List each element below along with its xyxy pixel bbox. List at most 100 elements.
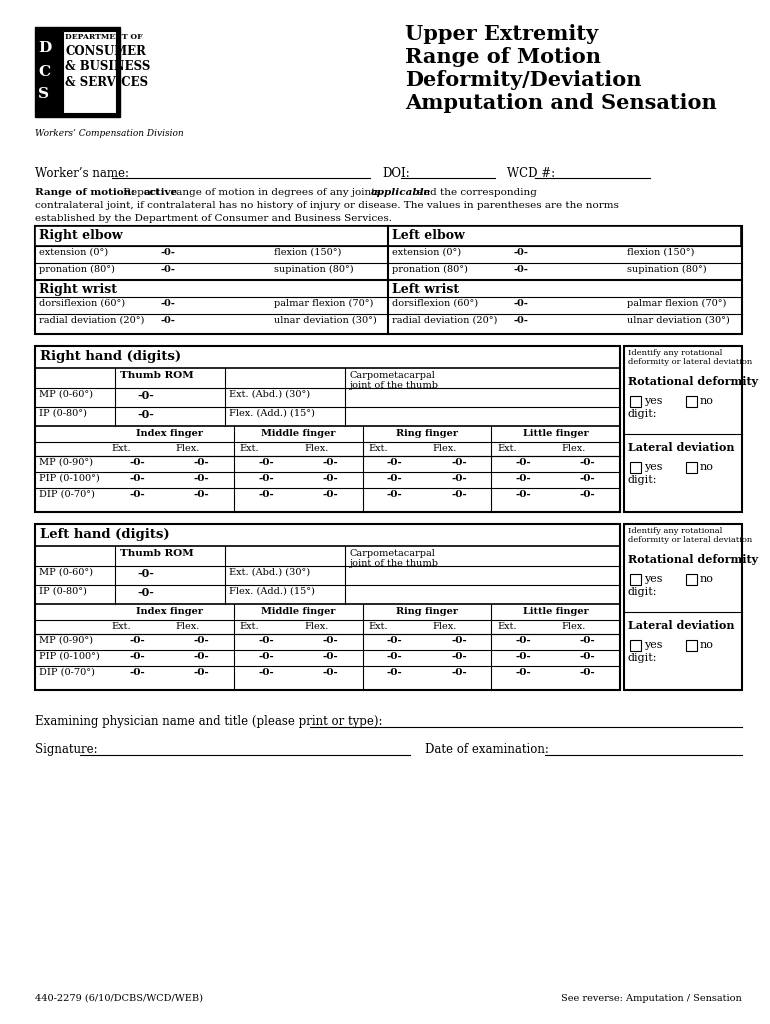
Bar: [63, 31, 116, 113]
Text: -0-: -0-: [194, 668, 209, 677]
Text: Carpometacarpal
joint of the thumb: Carpometacarpal joint of the thumb: [350, 371, 439, 390]
Text: Flex.: Flex.: [304, 444, 329, 453]
Bar: [686, 640, 697, 651]
Text: -0-: -0-: [137, 568, 154, 579]
Text: Examining physician name and title (please print or type):: Examining physician name and title (plea…: [35, 715, 383, 728]
Text: digit:: digit:: [628, 653, 658, 663]
Text: -0-: -0-: [323, 668, 338, 677]
Text: Workers’ Compensation Division: Workers’ Compensation Division: [35, 129, 183, 138]
Bar: [686, 396, 697, 407]
Text: & SERVICES: & SERVICES: [65, 76, 148, 89]
Text: -0-: -0-: [451, 636, 467, 645]
Text: Ext. (Abd.) (30°): Ext. (Abd.) (30°): [229, 390, 310, 399]
Text: DIP (0-70°): DIP (0-70°): [39, 490, 95, 499]
Text: Worker’s name:: Worker’s name:: [35, 167, 129, 180]
Text: Flex.: Flex.: [433, 622, 457, 631]
Text: Ext. (Abd.) (30°): Ext. (Abd.) (30°): [229, 568, 310, 577]
Text: -0-: -0-: [129, 490, 145, 499]
Bar: [63, 31, 116, 113]
Text: -0-: -0-: [451, 458, 467, 467]
Text: MP (0-90°): MP (0-90°): [39, 636, 93, 645]
Text: ulnar deviation (30°): ulnar deviation (30°): [274, 316, 377, 325]
Text: Identify any rotational
deformity or lateral deviation: Identify any rotational deformity or lat…: [628, 349, 752, 367]
Text: Carpometacarpal
joint of the thumb: Carpometacarpal joint of the thumb: [350, 549, 439, 568]
Text: Lateral deviation: Lateral deviation: [628, 620, 735, 631]
Text: -0-: -0-: [451, 668, 467, 677]
Text: extension (0°): extension (0°): [392, 248, 461, 257]
Text: Flex.: Flex.: [176, 622, 199, 631]
Text: no: no: [700, 640, 714, 650]
Text: -0-: -0-: [387, 652, 403, 662]
Bar: [630, 396, 641, 407]
Text: -0-: -0-: [387, 636, 403, 645]
Text: ulnar deviation (30°): ulnar deviation (30°): [628, 316, 730, 325]
Text: -0-: -0-: [129, 636, 145, 645]
Text: supination (80°): supination (80°): [628, 265, 707, 274]
Text: -0-: -0-: [387, 458, 403, 467]
Bar: [624, 346, 742, 512]
Text: WCD #:: WCD #:: [507, 167, 555, 180]
Text: Flex. (Add.) (15°): Flex. (Add.) (15°): [229, 409, 315, 418]
Text: Flex.: Flex.: [561, 622, 586, 631]
Text: -0-: -0-: [514, 265, 528, 274]
Text: Report: Report: [120, 188, 162, 197]
Text: Signature:: Signature:: [35, 743, 98, 756]
Text: -0-: -0-: [516, 652, 531, 662]
Bar: [630, 640, 641, 651]
Text: yes: yes: [644, 574, 662, 584]
Text: Ext.: Ext.: [111, 622, 131, 631]
Text: PIP (0-100°): PIP (0-100°): [39, 474, 100, 483]
Text: Rotational deformity: Rotational deformity: [628, 554, 758, 565]
Text: -0-: -0-: [258, 668, 274, 677]
Text: Flex.: Flex.: [561, 444, 586, 453]
Text: -0-: -0-: [516, 474, 531, 483]
Text: and the corresponding: and the corresponding: [414, 188, 537, 197]
Text: CONSUMER: CONSUMER: [65, 45, 146, 58]
Text: no: no: [700, 462, 714, 472]
Text: -0-: -0-: [129, 458, 145, 467]
Text: Date of examination:: Date of examination:: [425, 743, 549, 756]
Text: Ext.: Ext.: [239, 622, 259, 631]
Text: -0-: -0-: [451, 652, 467, 662]
Text: DIP (0-70°): DIP (0-70°): [39, 668, 95, 677]
Text: -0-: -0-: [514, 248, 528, 257]
Text: -0-: -0-: [194, 636, 209, 645]
Text: -0-: -0-: [580, 636, 596, 645]
Text: Ring finger: Ring finger: [396, 607, 458, 616]
Text: radial deviation (20°): radial deviation (20°): [392, 316, 497, 325]
Text: digit:: digit:: [628, 409, 658, 419]
Bar: [35, 346, 620, 512]
Text: -0-: -0-: [258, 490, 274, 499]
Text: supination (80°): supination (80°): [274, 265, 354, 274]
Text: -0-: -0-: [194, 652, 209, 662]
Text: yes: yes: [644, 396, 662, 406]
Text: -0-: -0-: [129, 668, 145, 677]
Text: Lateral deviation: Lateral deviation: [628, 442, 735, 453]
Text: -0-: -0-: [194, 490, 209, 499]
Text: yes: yes: [644, 462, 662, 472]
Text: active: active: [144, 188, 178, 197]
Text: -0-: -0-: [323, 652, 338, 662]
Text: -0-: -0-: [580, 474, 596, 483]
Text: & BUSINESS: & BUSINESS: [65, 60, 150, 73]
Text: -0-: -0-: [161, 299, 176, 308]
Text: digit:: digit:: [628, 475, 658, 485]
Text: Ext.: Ext.: [369, 622, 388, 631]
Text: -0-: -0-: [137, 587, 154, 598]
Text: Flex.: Flex.: [304, 622, 329, 631]
Text: Flex. (Add.) (15°): Flex. (Add.) (15°): [229, 587, 315, 596]
Text: Thumb ROM: Thumb ROM: [120, 371, 194, 380]
Bar: [630, 462, 641, 473]
Text: Right hand (digits): Right hand (digits): [40, 350, 181, 362]
Text: no: no: [700, 396, 714, 406]
Text: applicable: applicable: [371, 188, 431, 197]
Text: Middle finger: Middle finger: [261, 429, 336, 438]
Bar: [624, 524, 742, 690]
Text: Deformity/Deviation: Deformity/Deviation: [405, 70, 641, 90]
Text: Little finger: Little finger: [523, 429, 588, 438]
Text: palmar flexion (70°): palmar flexion (70°): [274, 299, 373, 308]
Bar: [686, 462, 697, 473]
Text: range of motion in degrees of any joints: range of motion in degrees of any joints: [168, 188, 384, 197]
Text: -0-: -0-: [258, 474, 274, 483]
Text: Ext.: Ext.: [369, 444, 388, 453]
